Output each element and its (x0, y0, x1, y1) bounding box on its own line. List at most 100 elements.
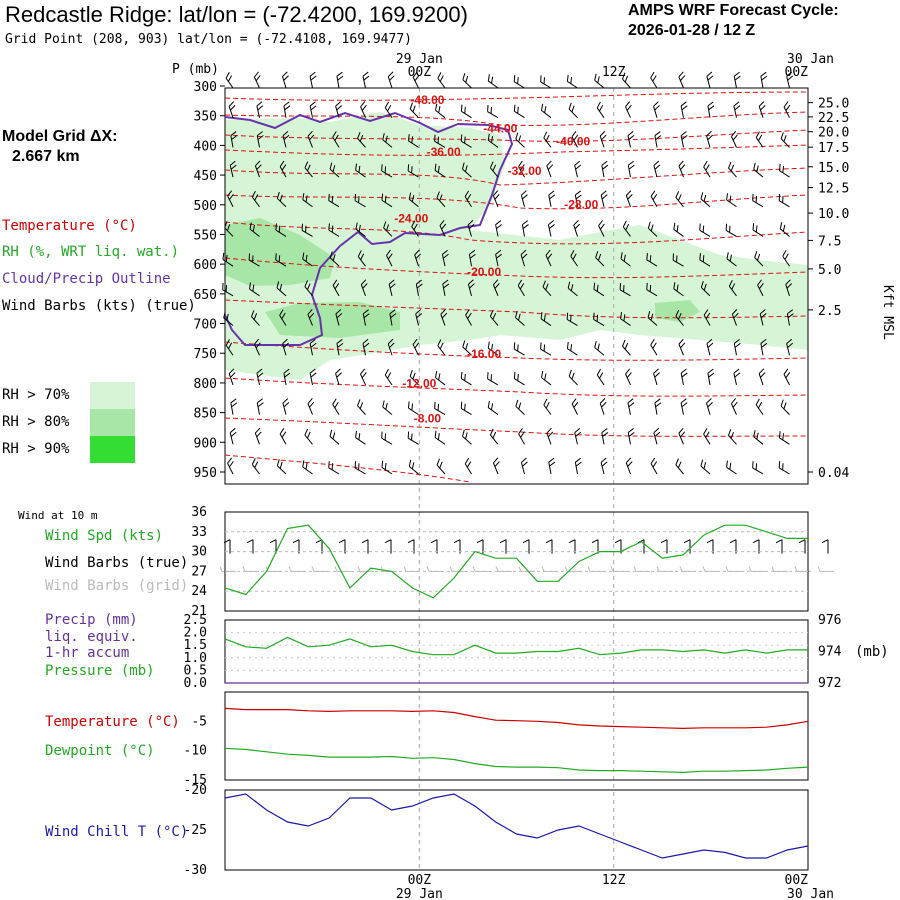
bottom-date-left: 29 Jan (396, 887, 443, 900)
wind-barb (302, 252, 313, 267)
wind-barb (678, 427, 686, 445)
wind-barb-staff (462, 435, 472, 445)
wind-barb (779, 222, 790, 237)
wind-barb-flag (309, 134, 315, 141)
wind-barb-flag (517, 344, 519, 352)
wind-barb-flag (549, 461, 556, 467)
wind-barb-flag (758, 368, 765, 374)
wind-barb (328, 461, 340, 475)
grid-wind-barb-flag (380, 566, 384, 572)
wind-barb-flag (358, 165, 361, 173)
wind-barb-flag (282, 71, 288, 77)
wind-panel-tick-label: 36 (191, 505, 207, 520)
isotherm-line (224, 257, 809, 279)
wind-barb-staff (758, 106, 764, 118)
wind-barb-flag (707, 134, 713, 141)
wind-barb-flag (413, 223, 418, 231)
wind-barb (785, 279, 793, 297)
wind-barb (381, 460, 393, 475)
grid-point-subtitle: Grid Point (208, 903) lat/lon = (-72.410… (5, 32, 412, 47)
wind-barb-staff (277, 198, 287, 208)
wind-barb (409, 102, 419, 119)
wind-barb-flag (705, 312, 711, 319)
wind-barb-flag (593, 312, 595, 320)
wind-barb-flag (358, 433, 361, 440)
wind-barb (282, 130, 290, 148)
wind-barb-flag (543, 77, 545, 85)
wind-barb-flag (522, 224, 529, 229)
wind-barb-flag (305, 462, 308, 470)
wind-barb-staff (336, 343, 340, 356)
wind-barb-flag (727, 428, 732, 436)
wind-barb-flag (703, 283, 707, 291)
wind-barb-staff (680, 373, 684, 386)
wind-barb (646, 282, 658, 297)
wind-barb-flag (786, 71, 793, 77)
wind-barb-staff (256, 105, 260, 118)
wind-barb-flag (760, 71, 767, 77)
wind-barb-flag (284, 372, 291, 378)
wind-barb-flag (575, 431, 582, 437)
wind-barb (646, 253, 658, 267)
isotherm-line (224, 377, 809, 397)
wind-barb-staff (673, 288, 684, 297)
wind-barb-staff (415, 313, 419, 326)
wind-barb (329, 162, 340, 178)
wind-barb-staff (279, 433, 287, 445)
wind-barb-flag (570, 76, 573, 84)
wind-barb-flag (654, 105, 660, 111)
wind-barb (518, 160, 525, 178)
wind-barb (362, 338, 370, 356)
wind-barb-flag (625, 457, 632, 464)
wind-barb (381, 431, 393, 445)
grid-wind-barb-flag (518, 566, 522, 572)
wind-barb (462, 429, 472, 445)
wind-barb-staff (224, 227, 234, 237)
timeseries-panels: 21 24 27 30 33 36 2.52.01.51.00.50.0 976 974 972 -… (184, 505, 842, 878)
wind-barb-staff (753, 169, 764, 178)
wind-barb-flag (542, 280, 546, 288)
wind-barb-flag (730, 164, 735, 172)
wind-barb-flag (361, 372, 367, 378)
wind-barb-staff (492, 284, 499, 297)
wind-barb-staff (248, 259, 260, 267)
wind-barb-staff (752, 200, 764, 208)
wind-barb (283, 101, 291, 118)
wind-barb-flag (647, 221, 651, 229)
wind-barb-flag (700, 280, 704, 288)
grid-wind-barb-flag (679, 566, 683, 572)
wind-barb (495, 249, 502, 267)
wind-barb-flag (487, 341, 490, 349)
wind-barb-flag (571, 105, 575, 113)
wind-barb (601, 160, 609, 178)
wind-barb-flag (229, 160, 236, 166)
wind-barb-flag (703, 462, 707, 469)
wind-barb (360, 101, 367, 118)
wind-panel-frame (224, 511, 809, 612)
wind-barb-flag (734, 372, 741, 378)
legend-rh80-swatch (90, 409, 135, 436)
wind-barb-flag (328, 223, 330, 231)
wind-barb-staff (279, 315, 287, 326)
wind-barb (568, 369, 578, 386)
wind-barb (650, 71, 658, 89)
grid-wind-barb (219, 566, 236, 572)
wind-barb-staff (596, 107, 605, 118)
wind-barb-flag (381, 193, 384, 201)
wind-barb-flag (412, 372, 416, 380)
wind-barb-flag (363, 75, 370, 81)
wind-barb (599, 398, 607, 415)
wind-barb-staff (543, 137, 552, 148)
wind-barb-flag (249, 282, 251, 290)
wind-barb-staff (386, 255, 393, 267)
wind-barb-flag (257, 402, 264, 408)
wind-barb-flag (519, 283, 525, 290)
wind-barb-flag (707, 75, 714, 81)
wind-barb-flag (625, 190, 632, 196)
grid-wind-barb-flag (426, 566, 430, 572)
wind-barb-flag (282, 130, 289, 137)
wind-barb-flag (675, 309, 680, 317)
wind-barb-staff (653, 373, 658, 386)
grid-wind-barb (725, 566, 742, 572)
wind-barb (307, 309, 315, 326)
